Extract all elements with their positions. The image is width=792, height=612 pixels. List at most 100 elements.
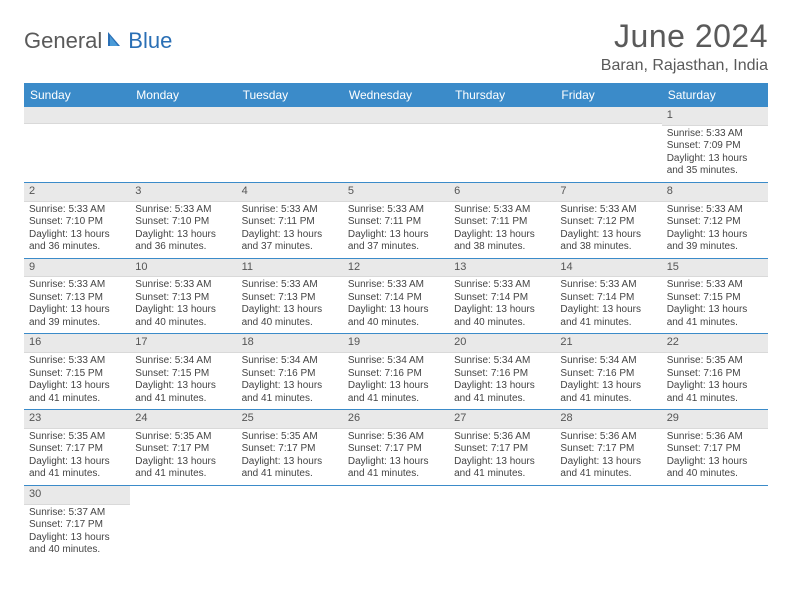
daylight-text: Daylight: 13 hours and 39 minutes. (29, 304, 125, 329)
day-number-bar: 16 (24, 334, 130, 353)
sunrise-text: Sunrise: 5:35 AM (29, 431, 125, 444)
cell-body: Sunrise: 5:34 AMSunset: 7:16 PMDaylight:… (555, 353, 661, 409)
sunset-text: Sunset: 7:15 PM (135, 368, 231, 381)
calendar-cell (449, 485, 555, 560)
cell-body: Sunrise: 5:33 AMSunset: 7:12 PMDaylight:… (662, 202, 768, 258)
logo-text-blue: Blue (128, 28, 172, 54)
daylight-text: Daylight: 13 hours and 40 minutes. (348, 304, 444, 329)
daylight-text: Daylight: 13 hours and 38 minutes. (454, 229, 550, 254)
sunset-text: Sunset: 7:09 PM (667, 140, 763, 153)
daylight-text: Daylight: 13 hours and 36 minutes. (135, 229, 231, 254)
daylight-text: Daylight: 13 hours and 37 minutes. (348, 229, 444, 254)
cell-body: Sunrise: 5:35 AMSunset: 7:17 PMDaylight:… (237, 429, 343, 485)
cell-body: Sunrise: 5:33 AMSunset: 7:13 PMDaylight:… (130, 277, 236, 333)
day-header: Friday (555, 83, 661, 107)
sunrise-text: Sunrise: 5:33 AM (29, 204, 125, 217)
cell-body: Sunrise: 5:34 AMSunset: 7:16 PMDaylight:… (343, 353, 449, 409)
day-number-bar: 23 (24, 410, 130, 429)
day-number-bar: 26 (343, 410, 449, 429)
calendar-cell: 16Sunrise: 5:33 AMSunset: 7:15 PMDayligh… (24, 334, 130, 410)
sunrise-text: Sunrise: 5:33 AM (454, 204, 550, 217)
cell-body: Sunrise: 5:33 AMSunset: 7:13 PMDaylight:… (237, 277, 343, 333)
cell-body: Sunrise: 5:35 AMSunset: 7:17 PMDaylight:… (130, 429, 236, 485)
daylight-text: Daylight: 13 hours and 41 minutes. (29, 380, 125, 405)
logo: General Blue (24, 28, 172, 54)
day-number-bar: 21 (555, 334, 661, 353)
sunrise-text: Sunrise: 5:34 AM (348, 355, 444, 368)
calendar-week: 2Sunrise: 5:33 AMSunset: 7:10 PMDaylight… (24, 182, 768, 258)
cell-body: Sunrise: 5:36 AMSunset: 7:17 PMDaylight:… (662, 429, 768, 485)
sunrise-text: Sunrise: 5:33 AM (560, 279, 656, 292)
sunrise-text: Sunrise: 5:33 AM (135, 204, 231, 217)
sunrise-text: Sunrise: 5:34 AM (135, 355, 231, 368)
calendar-cell (449, 107, 555, 182)
cell-body: Sunrise: 5:33 AMSunset: 7:14 PMDaylight:… (343, 277, 449, 333)
sunset-text: Sunset: 7:17 PM (242, 443, 338, 456)
calendar-cell: 18Sunrise: 5:34 AMSunset: 7:16 PMDayligh… (237, 334, 343, 410)
cell-body: Sunrise: 5:33 AMSunset: 7:11 PMDaylight:… (449, 202, 555, 258)
calendar-cell (662, 485, 768, 560)
cell-body: Sunrise: 5:36 AMSunset: 7:17 PMDaylight:… (449, 429, 555, 485)
day-number-bar: 13 (449, 259, 555, 278)
day-header: Sunday (24, 83, 130, 107)
location-label: Baran, Rajasthan, India (601, 57, 768, 75)
daylight-text: Daylight: 13 hours and 41 minutes. (667, 380, 763, 405)
day-header: Thursday (449, 83, 555, 107)
sunrise-text: Sunrise: 5:33 AM (242, 204, 338, 217)
sunrise-text: Sunrise: 5:33 AM (667, 279, 763, 292)
day-number-bar: 28 (555, 410, 661, 429)
daylight-text: Daylight: 13 hours and 36 minutes. (29, 229, 125, 254)
day-number-bar: 15 (662, 259, 768, 278)
cell-body: Sunrise: 5:33 AMSunset: 7:14 PMDaylight:… (449, 277, 555, 333)
calendar-cell: 3Sunrise: 5:33 AMSunset: 7:10 PMDaylight… (130, 182, 236, 258)
daylight-text: Daylight: 13 hours and 41 minutes. (454, 380, 550, 405)
sunrise-text: Sunrise: 5:37 AM (29, 507, 125, 520)
sunset-text: Sunset: 7:10 PM (135, 216, 231, 229)
calendar-cell: 20Sunrise: 5:34 AMSunset: 7:16 PMDayligh… (449, 334, 555, 410)
cell-body: Sunrise: 5:37 AMSunset: 7:17 PMDaylight:… (24, 505, 130, 561)
daylight-text: Daylight: 13 hours and 41 minutes. (135, 380, 231, 405)
day-number-bar: 22 (662, 334, 768, 353)
sunset-text: Sunset: 7:16 PM (242, 368, 338, 381)
sunset-text: Sunset: 7:16 PM (667, 368, 763, 381)
day-number-bar: 19 (343, 334, 449, 353)
calendar-cell: 25Sunrise: 5:35 AMSunset: 7:17 PMDayligh… (237, 410, 343, 486)
daylight-text: Daylight: 13 hours and 41 minutes. (560, 456, 656, 481)
day-number-bar: 11 (237, 259, 343, 278)
cell-body: Sunrise: 5:33 AMSunset: 7:10 PMDaylight:… (24, 202, 130, 258)
day-number-bar: 20 (449, 334, 555, 353)
daylight-text: Daylight: 13 hours and 41 minutes. (242, 456, 338, 481)
day-number-bar: 29 (662, 410, 768, 429)
sunset-text: Sunset: 7:12 PM (667, 216, 763, 229)
cell-body: Sunrise: 5:33 AMSunset: 7:11 PMDaylight:… (237, 202, 343, 258)
day-header: Tuesday (237, 83, 343, 107)
calendar-cell (130, 485, 236, 560)
calendar-cell: 17Sunrise: 5:34 AMSunset: 7:15 PMDayligh… (130, 334, 236, 410)
day-number-bar: 25 (237, 410, 343, 429)
calendar-week: 16Sunrise: 5:33 AMSunset: 7:15 PMDayligh… (24, 334, 768, 410)
day-header: Monday (130, 83, 236, 107)
calendar-cell (24, 107, 130, 182)
daylight-text: Daylight: 13 hours and 40 minutes. (667, 456, 763, 481)
sunset-text: Sunset: 7:15 PM (667, 292, 763, 305)
calendar-cell: 29Sunrise: 5:36 AMSunset: 7:17 PMDayligh… (662, 410, 768, 486)
calendar-cell: 24Sunrise: 5:35 AMSunset: 7:17 PMDayligh… (130, 410, 236, 486)
calendar-cell: 10Sunrise: 5:33 AMSunset: 7:13 PMDayligh… (130, 258, 236, 334)
sunset-text: Sunset: 7:17 PM (348, 443, 444, 456)
daylight-text: Daylight: 13 hours and 41 minutes. (29, 456, 125, 481)
sunrise-text: Sunrise: 5:33 AM (667, 128, 763, 141)
sunrise-text: Sunrise: 5:33 AM (29, 279, 125, 292)
sunset-text: Sunset: 7:16 PM (454, 368, 550, 381)
daylight-text: Daylight: 13 hours and 41 minutes. (348, 456, 444, 481)
sunset-text: Sunset: 7:14 PM (560, 292, 656, 305)
calendar-table: Sunday Monday Tuesday Wednesday Thursday… (24, 83, 768, 561)
calendar-cell: 27Sunrise: 5:36 AMSunset: 7:17 PMDayligh… (449, 410, 555, 486)
calendar-cell: 2Sunrise: 5:33 AMSunset: 7:10 PMDaylight… (24, 182, 130, 258)
sunrise-text: Sunrise: 5:35 AM (242, 431, 338, 444)
day-number-bar-empty (24, 107, 130, 124)
daylight-text: Daylight: 13 hours and 40 minutes. (29, 532, 125, 557)
calendar-week: 9Sunrise: 5:33 AMSunset: 7:13 PMDaylight… (24, 258, 768, 334)
day-number-bar: 4 (237, 183, 343, 202)
cell-body: Sunrise: 5:35 AMSunset: 7:17 PMDaylight:… (24, 429, 130, 485)
calendar-cell: 13Sunrise: 5:33 AMSunset: 7:14 PMDayligh… (449, 258, 555, 334)
